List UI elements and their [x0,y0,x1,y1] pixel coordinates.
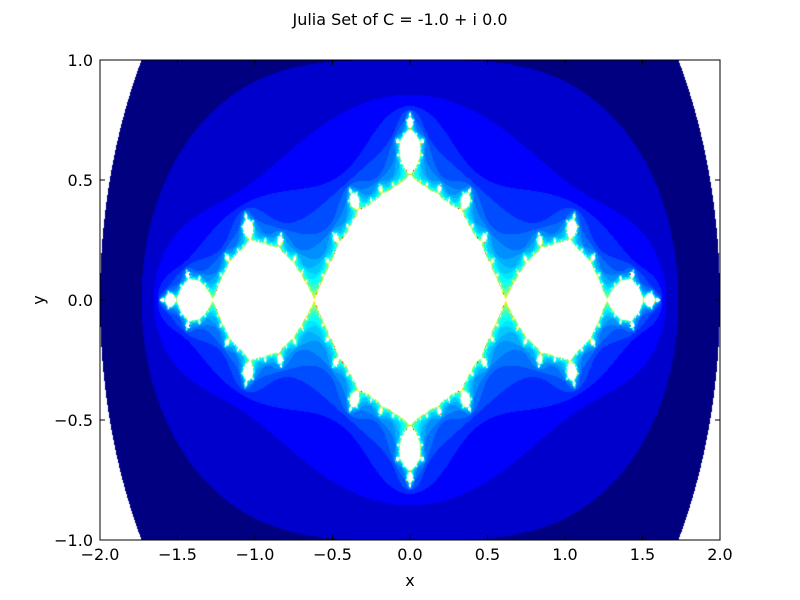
x-tick-label: −2.0 [81,545,120,564]
y-axis-ticks: −1.0 −0.5 0.0 0.5 1.0 [54,51,720,550]
y-tick-label: −1.0 [54,531,93,550]
julia-set-heatmap [100,60,720,540]
x-tick-label: −0.5 [313,545,352,564]
y-axis-label: y [29,295,48,304]
plot-area [99,59,721,541]
chart-title: Julia Set of C = -1.0 + i 0.0 [291,10,507,29]
x-tick-label: −1.0 [236,545,275,564]
y-tick-label: 0.0 [68,291,93,310]
y-tick-label: −0.5 [54,411,93,430]
x-tick-label: 1.5 [630,545,655,564]
x-tick-label: 0.0 [397,545,422,564]
x-axis-ticks: −2.0 −1.5 −1.0 −0.5 0.0 0.5 1.0 1.5 2.0 [81,60,733,564]
x-tick-label: 1.0 [552,545,577,564]
y-tick-label: 0.5 [68,171,93,190]
x-tick-label: 2.0 [707,545,732,564]
x-axis-label: x [405,571,414,590]
y-tick-label: 1.0 [68,51,93,70]
x-tick-label: −1.5 [158,545,197,564]
x-tick-label: 0.5 [475,545,500,564]
